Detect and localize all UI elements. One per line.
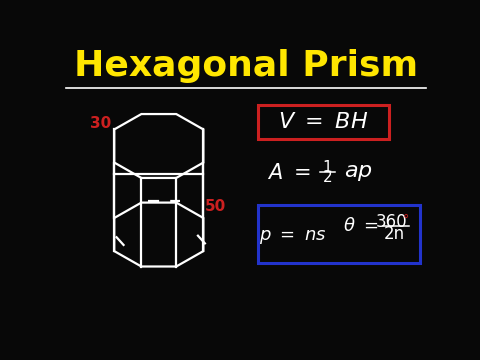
Text: 1: 1: [323, 160, 332, 175]
Text: 30: 30: [90, 116, 112, 131]
Text: $\theta\ =$: $\theta\ =$: [343, 217, 378, 235]
Text: 2n: 2n: [384, 225, 406, 243]
Text: 2: 2: [323, 170, 332, 185]
Text: $A\ =$: $A\ =$: [267, 163, 311, 183]
Text: 360: 360: [376, 213, 408, 231]
Text: 50: 50: [204, 199, 226, 214]
Text: °: °: [402, 213, 409, 226]
Text: Hexagonal Prism: Hexagonal Prism: [74, 49, 418, 83]
Text: $p\ =\ ns$: $p\ =\ ns$: [259, 228, 326, 246]
Text: $V\ =\ BH$: $V\ =\ BH$: [278, 112, 369, 132]
Text: $ap$: $ap$: [344, 163, 373, 183]
